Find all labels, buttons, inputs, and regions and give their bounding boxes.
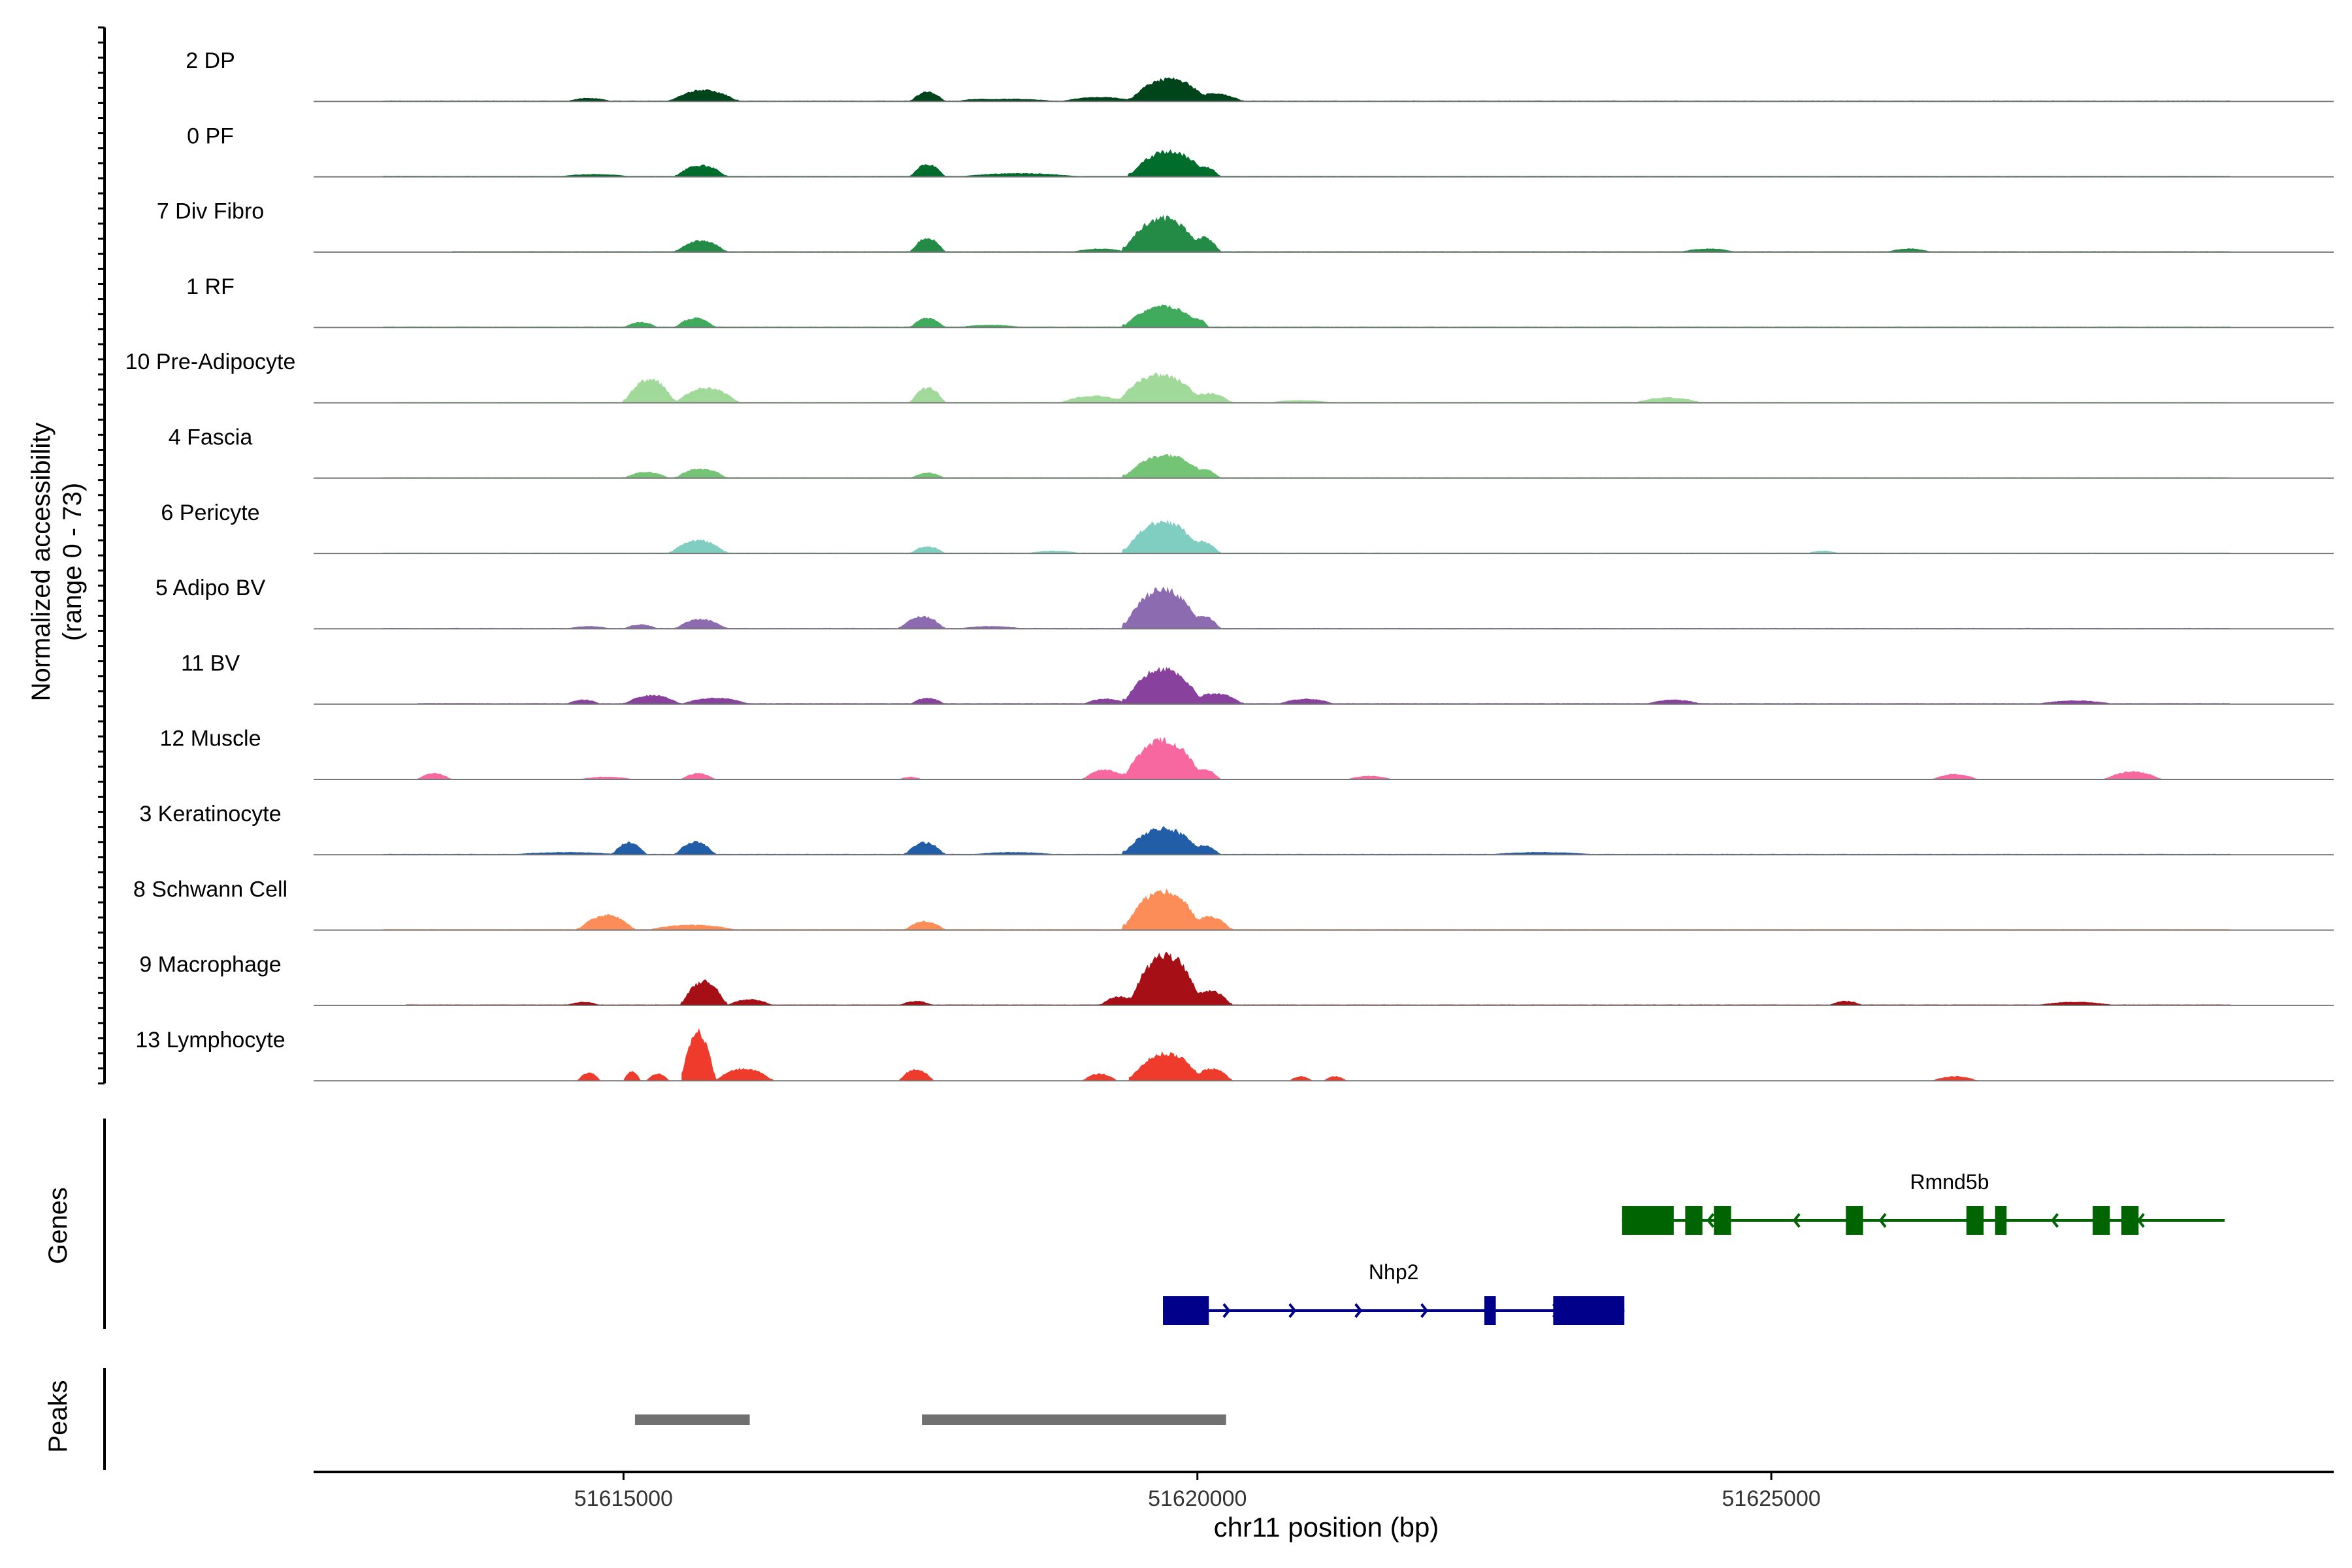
strand-chevron — [1792, 1213, 1801, 1228]
strand-chevron — [1222, 1303, 1231, 1318]
gene-annotation-track: Rmnd5b Nhp2 — [1163, 1170, 2225, 1325]
gene-name-label: Nhp2 — [1369, 1260, 1419, 1284]
y-axis-label-line2: (range 0 - 73) — [58, 483, 87, 641]
coverage-area — [383, 304, 2232, 328]
track-9-macrophage: 9 Macrophage — [139, 951, 2334, 1006]
coverage-area — [383, 149, 2232, 177]
genes-panel-label: Genes — [44, 1187, 73, 1264]
gene-exon — [1622, 1206, 1674, 1235]
track-10-pre-adipocyte: 10 Pre-Adipocyte — [125, 350, 2334, 404]
strand-chevron — [1354, 1303, 1363, 1318]
track-label: 12 Muscle — [160, 727, 261, 751]
gene-exon — [1714, 1206, 1731, 1235]
track-8-schwann-cell: 8 Schwann Cell — [133, 877, 2334, 931]
gene-rmnd5b: Rmnd5b — [1622, 1170, 2225, 1235]
gene-exon — [1846, 1206, 1863, 1235]
gene-name-label: Rmnd5b — [1910, 1170, 1989, 1194]
track-label: 9 Macrophage — [139, 953, 281, 977]
track-1-rf: 1 RF — [186, 274, 2334, 329]
gene-exon — [1163, 1296, 1209, 1325]
strand-chevron — [1420, 1303, 1429, 1318]
track-label: 11 BV — [181, 651, 240, 676]
track-label: 13 Lymphocyte — [135, 1028, 285, 1053]
x-tick-label: 51625000 — [1722, 1486, 1821, 1511]
gene-exon — [1553, 1296, 1625, 1325]
coverage-area — [452, 214, 2232, 252]
y-axis-label-line1: Normalized accessibility — [27, 423, 56, 702]
peaks-track — [634, 1414, 1226, 1425]
track-label: 3 Keratinocyte — [139, 802, 281, 826]
gene-exon — [1484, 1296, 1496, 1325]
strand-chevron — [1706, 1213, 1715, 1228]
strand-chevron — [1288, 1303, 1297, 1318]
track-7-div-fibro: 7 Div Fibro — [157, 199, 2334, 253]
track-6-pericyte: 6 Pericyte — [161, 500, 2334, 555]
coverage-area — [383, 453, 2232, 478]
track-5-adipo-bv: 5 Adipo BV — [155, 576, 2334, 630]
coverage-area — [383, 586, 2232, 629]
track-label: 0 PF — [187, 123, 234, 148]
track-label: 1 RF — [186, 274, 235, 299]
coverage-tracks: 2 DP 0 PF 7 Div Fibro 1 RF 10 Pre-Adipocyte 4… — [125, 48, 2334, 1082]
coverage-area — [383, 77, 2232, 102]
coverage-area — [406, 951, 2232, 1005]
gene-exon — [1995, 1206, 2007, 1235]
peak-bar — [922, 1414, 1226, 1425]
coverage-area — [394, 372, 2232, 403]
track-11-bv: 11 BV — [181, 651, 2334, 705]
strand-chevron — [1878, 1213, 1887, 1228]
track-label: 10 Pre-Adipocyte — [125, 350, 296, 374]
track-12-muscle: 12 Muscle — [160, 727, 2334, 780]
coverage-area — [417, 737, 2163, 779]
coverage-area — [417, 666, 2232, 704]
coverage-area — [383, 889, 2232, 930]
gene-exon — [1685, 1206, 1703, 1235]
track-label: 6 Pericyte — [161, 500, 259, 525]
strand-chevron — [2051, 1213, 2059, 1228]
track-label: 5 Adipo BV — [155, 576, 266, 600]
track-label: 4 Fascia — [169, 425, 253, 450]
x-tick-label: 51615000 — [574, 1486, 673, 1511]
track-label: 7 Div Fibro — [157, 199, 264, 224]
track-4-fascia: 4 Fascia — [169, 425, 2334, 479]
track-3-keratinocyte: 3 Keratinocyte — [139, 802, 2334, 856]
peak-bar — [634, 1414, 750, 1425]
gene-nhp2: Nhp2 — [1163, 1260, 1625, 1325]
x-tick-label: 51620000 — [1148, 1486, 1247, 1511]
coverage-area — [578, 1028, 1979, 1081]
gene-exon — [1966, 1206, 1984, 1235]
gene-exon — [2093, 1206, 2110, 1235]
track-2-dp: 2 DP — [186, 48, 2334, 103]
track-label: 2 DP — [186, 48, 235, 73]
x-axis-label: chr11 position (bp) — [1214, 1512, 1439, 1543]
coverage-area — [383, 826, 2232, 855]
gene-exon — [2121, 1206, 2139, 1235]
axes-layer: 51615000 51620000 51625000 — [98, 26, 2334, 1511]
peaks-panel-label: Peaks — [44, 1380, 73, 1452]
track-label: 8 Schwann Cell — [133, 877, 287, 902]
coverage-area — [383, 519, 2232, 554]
track-0-pf: 0 PF — [187, 123, 2334, 178]
track-13-lymphocyte: 13 Lymphocyte — [135, 1028, 2334, 1082]
